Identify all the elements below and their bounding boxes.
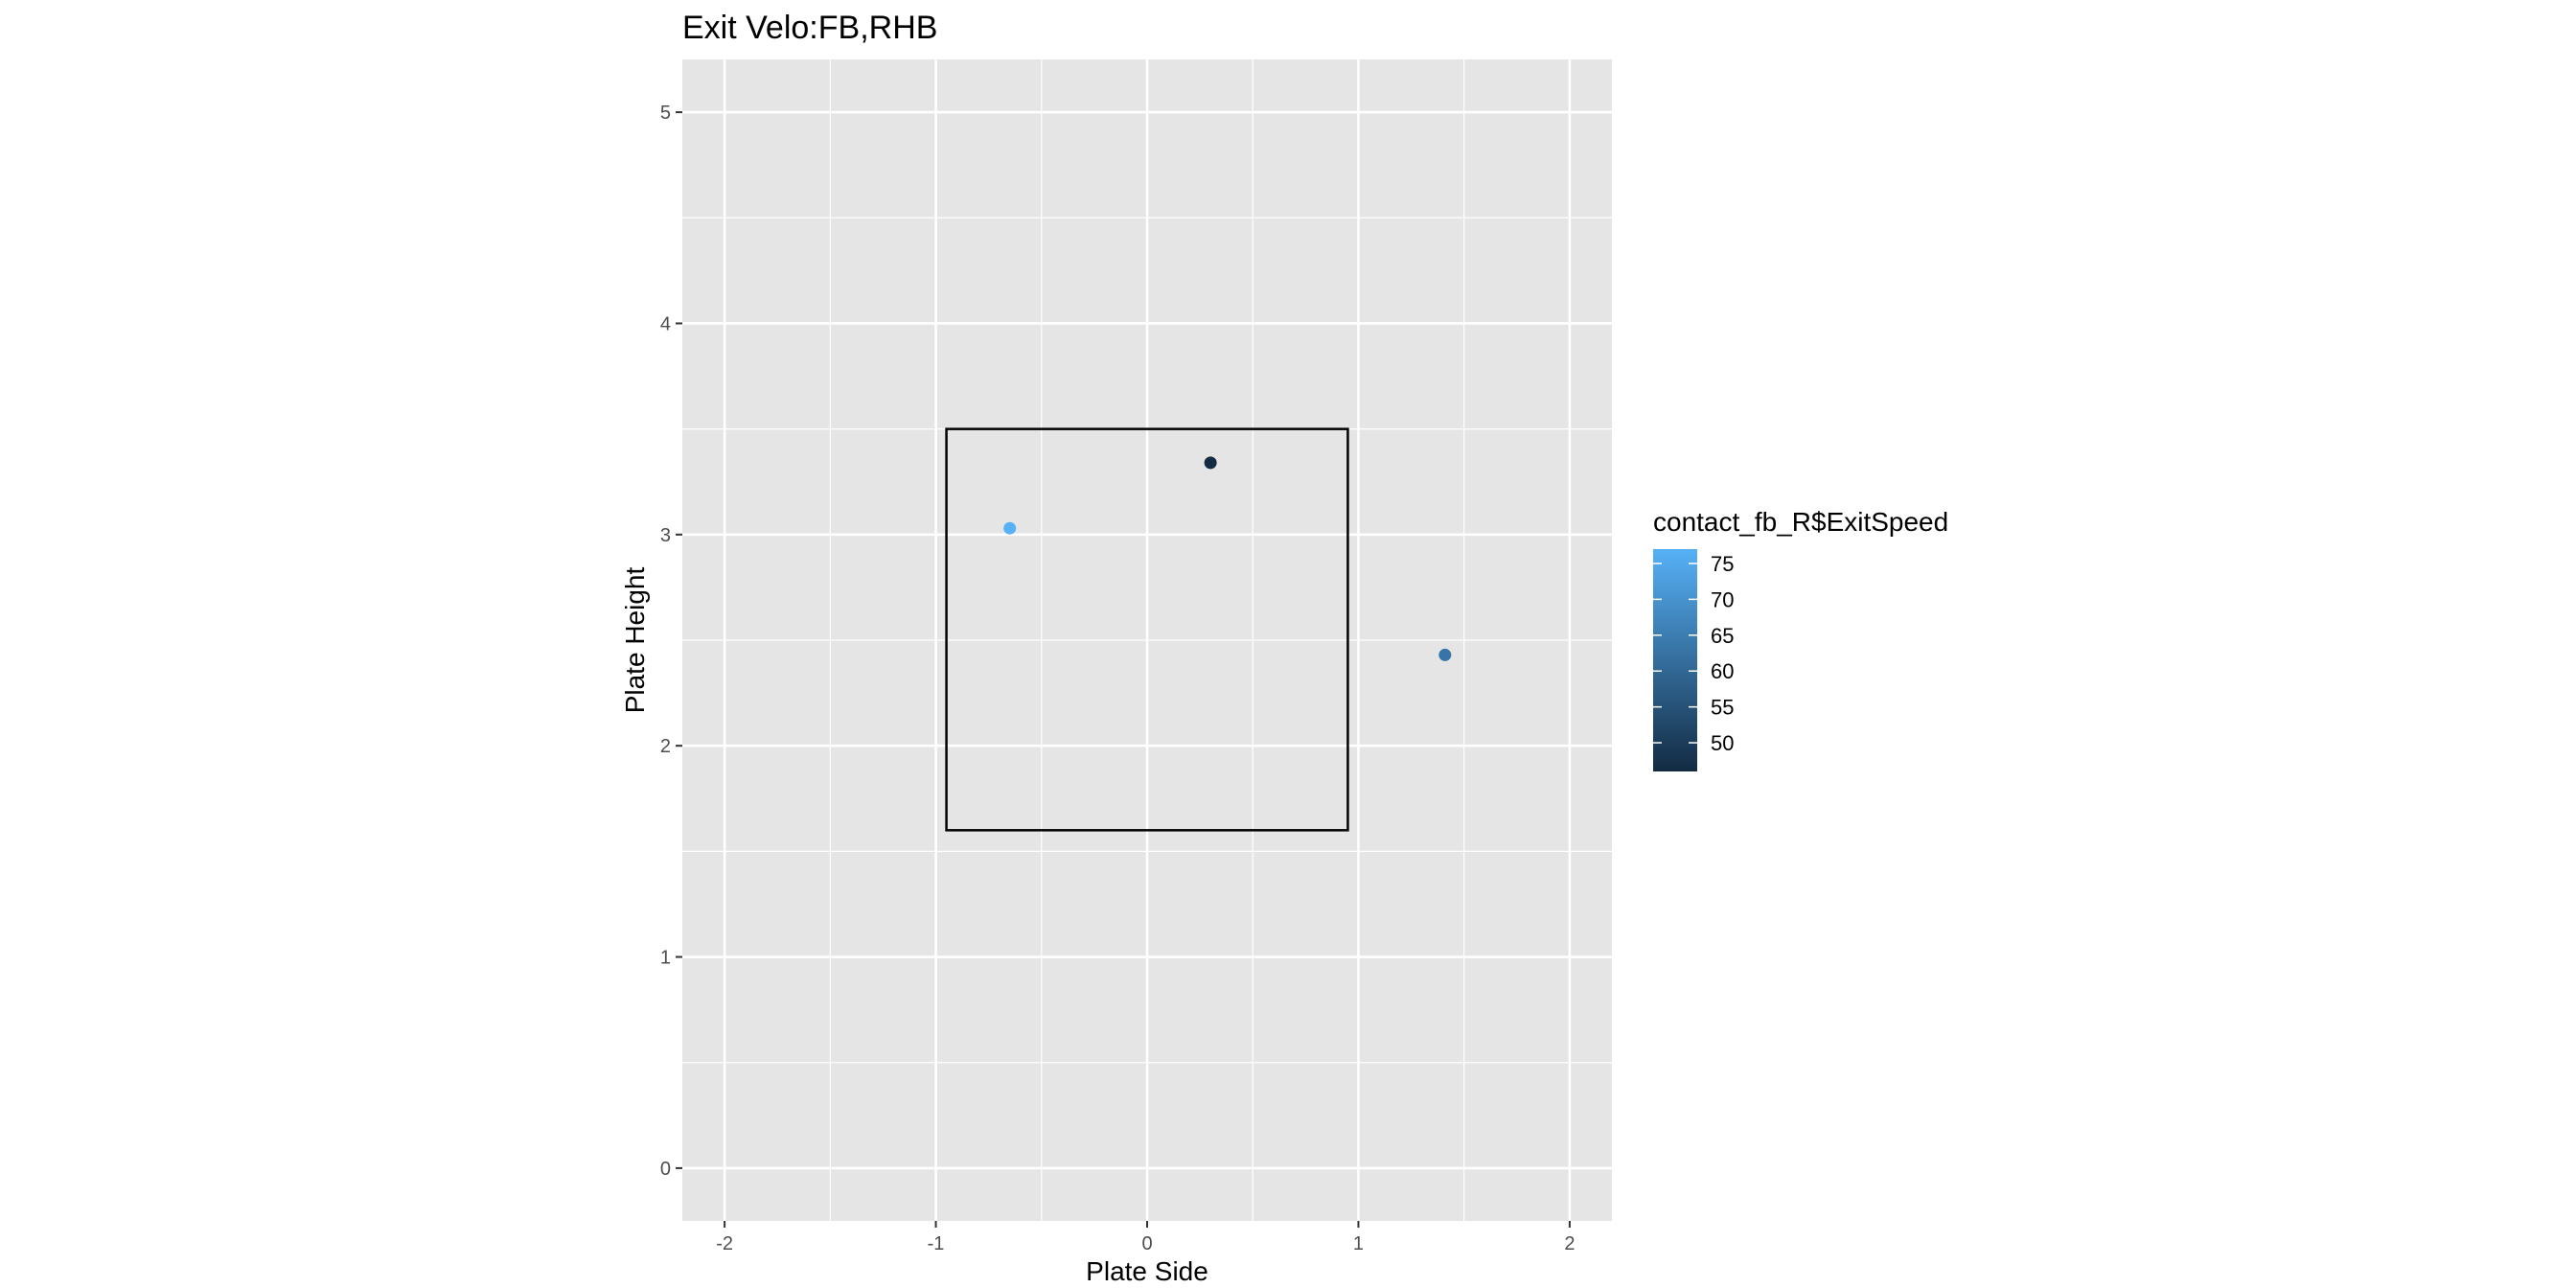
x-tick-label: -2	[716, 1233, 733, 1254]
y-tick-label: 1	[660, 948, 671, 969]
data-point	[1204, 456, 1217, 470]
x-axis-ticks: -2 -1 0 1 2	[716, 1221, 1575, 1254]
data-point	[1438, 648, 1452, 661]
grid-major	[682, 59, 1612, 1221]
legend-break-label: 75	[1711, 552, 1734, 576]
legend-break-label: 60	[1711, 659, 1734, 683]
data-points	[1003, 456, 1452, 661]
y-axis-title: Plate Height	[620, 567, 650, 714]
data-point	[1003, 521, 1017, 535]
y-axis-ticks: 0 1 2 3 4 5	[660, 103, 682, 1180]
x-axis-title: Plate Side	[1086, 1256, 1208, 1286]
y-tick-label: 4	[660, 313, 671, 334]
legend-color-bar	[1653, 549, 1697, 771]
x-tick-label: 2	[1564, 1233, 1575, 1254]
x-tick-label: -1	[928, 1233, 945, 1254]
strike-zone	[945, 427, 1349, 832]
y-tick-label: 0	[660, 1159, 671, 1180]
x-tick-label: 1	[1353, 1233, 1364, 1254]
legend-break-label: 55	[1711, 696, 1734, 720]
legend-title: contact_fb_R$ExitSpeed	[1653, 507, 1948, 537]
x-tick-label: 0	[1141, 1233, 1152, 1254]
y-tick-label: 5	[660, 103, 671, 124]
legend-break-label: 50	[1711, 731, 1734, 755]
y-tick-label: 2	[660, 736, 671, 757]
plot-title: Exit Velo:FB,RHB	[682, 10, 937, 46]
legend-break-label: 65	[1711, 624, 1734, 648]
legend: contact_fb_R$ExitSpeed 75 70 65 60 55 50	[1653, 507, 1948, 771]
legend-breaks: 75 70 65 60 55 50	[1653, 552, 1734, 755]
y-tick-label: 3	[660, 525, 671, 546]
legend-break-label: 70	[1711, 587, 1734, 611]
